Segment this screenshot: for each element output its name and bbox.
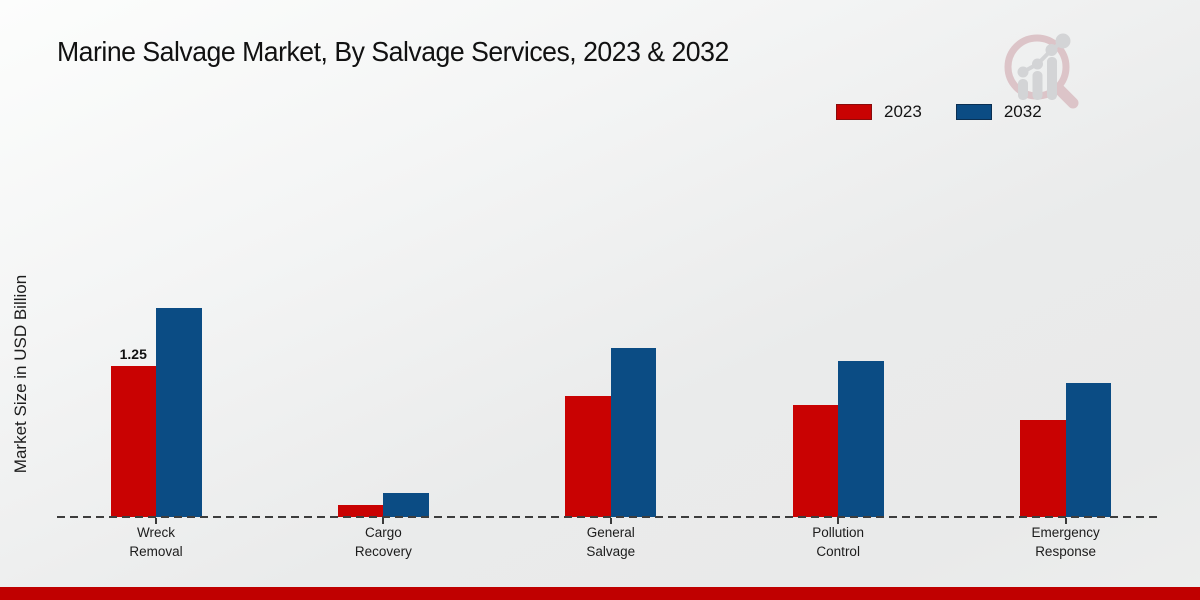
bar-2032-2 bbox=[610, 347, 657, 517]
legend-swatch-2023 bbox=[836, 104, 872, 120]
bar-2032-1 bbox=[383, 492, 429, 517]
x-tick-1 bbox=[382, 518, 385, 524]
bar-2023-4 bbox=[1020, 420, 1066, 517]
magnifier-bar-chart-logo-icon bbox=[1004, 33, 1079, 109]
bar-value-label: 1.25 bbox=[119, 346, 147, 362]
legend-swatch-2032 bbox=[955, 104, 992, 120]
legend-label-2032: 2032 bbox=[1003, 102, 1042, 121]
chart-title: Marine Salvage Market, By Salvage Servic… bbox=[57, 36, 729, 67]
bar-2023-3 bbox=[792, 404, 839, 517]
legend-item-2032: 2032 bbox=[955, 102, 1042, 122]
x-tick-0 bbox=[155, 518, 157, 524]
legend-item-2023: 2023 bbox=[836, 102, 922, 122]
legend: 2023 2032 bbox=[836, 102, 1042, 122]
x-tick-3 bbox=[837, 518, 840, 524]
legend-label-2023: 2023 bbox=[884, 102, 922, 121]
bar-2023-1 bbox=[337, 504, 384, 517]
zero-baseline bbox=[57, 516, 1157, 518]
x-tick-label-1: Cargo Recovery bbox=[354, 525, 412, 559]
bar-2023-0 bbox=[110, 366, 156, 517]
bar-2032-4 bbox=[1065, 382, 1112, 517]
footer-accent-strip bbox=[0, 587, 1200, 600]
x-tick-label-3: Pollution Control bbox=[812, 525, 865, 559]
x-tick-2 bbox=[609, 518, 612, 524]
bar-2023-2 bbox=[565, 396, 611, 517]
bar-2032-3 bbox=[838, 361, 884, 517]
x-tick-label-2: General Salvage bbox=[586, 525, 636, 559]
bar-2032-0 bbox=[156, 308, 202, 517]
x-tick-4 bbox=[1064, 518, 1067, 524]
x-tick-label-0: Wreck Removal bbox=[129, 525, 183, 559]
x-tick-label-4: Emergency Response bbox=[1031, 525, 1100, 559]
